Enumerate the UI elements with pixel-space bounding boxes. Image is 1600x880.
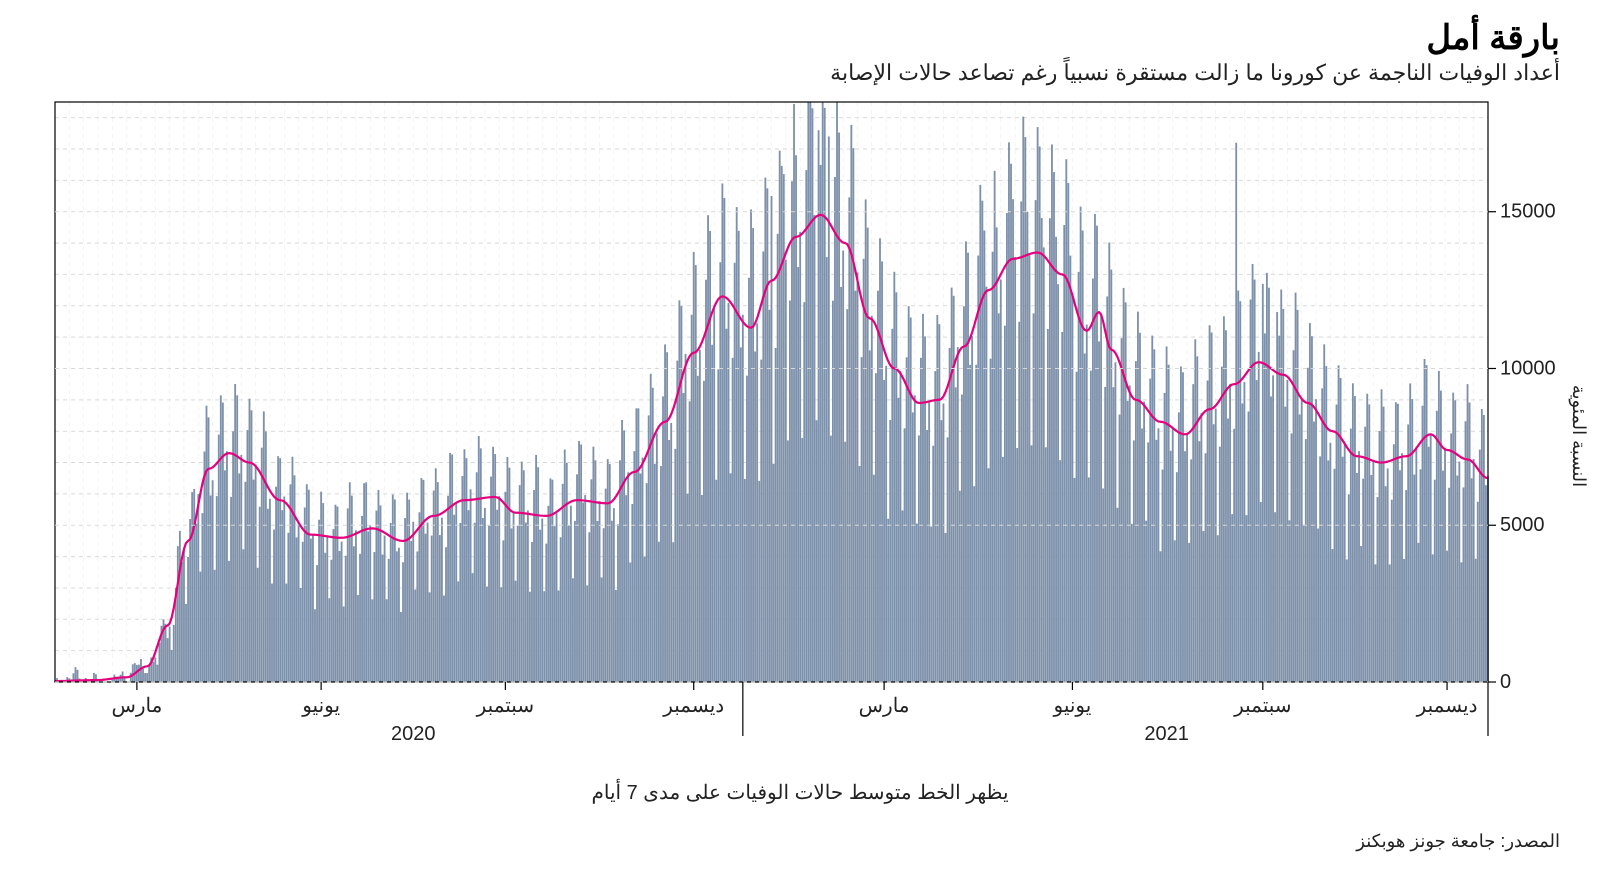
svg-text:سبتمبر: سبتمبر — [476, 695, 534, 717]
svg-text:يونيو: يونيو — [1053, 695, 1092, 717]
svg-text:2020: 2020 — [391, 723, 436, 745]
chart-subtitle: أعداد الوفيات الناجمة عن كورونا ما زالت … — [40, 60, 1560, 86]
svg-text:يونيو: يونيو — [301, 695, 340, 717]
svg-text:ديسمبر: ديسمبر — [662, 695, 724, 717]
chart-title: بارقة أمل — [40, 18, 1560, 58]
y-axis-label: النسبة المئوية — [1568, 385, 1590, 487]
chart-caption: يظهر الخط متوسط حالات الوفيات على مدى 7 … — [40, 780, 1560, 805]
svg-text:مارس: مارس — [111, 695, 162, 717]
svg-text:مارس: مارس — [859, 695, 910, 717]
chart-area: 0 5000 10000 15000 مارس يونيو سبتمبر ديسمبر مارس… — [40, 96, 1560, 776]
chart-source: المصدر: جامعة جونز هوبكنز — [40, 831, 1560, 852]
svg-text:15000: 15000 — [1500, 201, 1556, 223]
svg-text:2021: 2021 — [1144, 723, 1189, 745]
svg-text:5000: 5000 — [1500, 514, 1545, 536]
chart-svg: 0 5000 10000 15000 مارس يونيو سبتمبر ديسمبر مارس… — [40, 96, 1560, 776]
svg-text:10000: 10000 — [1500, 357, 1556, 379]
svg-text:سبتمبر: سبتمبر — [1233, 695, 1291, 717]
svg-text:ديسمبر: ديسمبر — [1416, 695, 1478, 717]
svg-text:0: 0 — [1500, 671, 1511, 693]
